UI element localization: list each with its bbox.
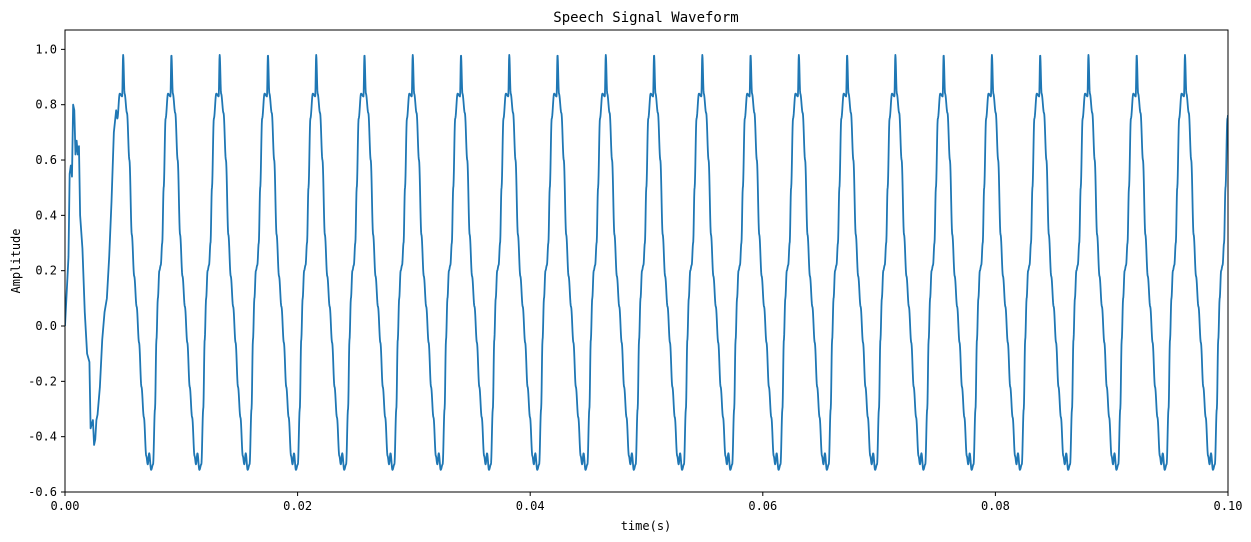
y-tick-label: 0.0: [35, 319, 57, 333]
y-tick-label: 0.4: [35, 208, 57, 222]
chart-title: Speech Signal Waveform: [553, 10, 738, 26]
x-tick-label: 0.02: [283, 499, 312, 513]
y-tick-label: 1.0: [35, 42, 57, 56]
x-axis-ticks: 0.00 0.02 0.04 0.06 0.08 0.10: [51, 492, 1243, 513]
x-tick-label: 0.10: [1214, 499, 1243, 513]
y-axis-ticks: -0.6 -0.4 -0.2 0.0 0.2 0.4 0.6 0.8 1.0: [28, 42, 65, 499]
y-tick-label: -0.4: [28, 430, 57, 444]
plot-frame-border: [64, 29, 1229, 493]
x-tick-label: 0.06: [748, 499, 777, 513]
series-group: [65, 54, 1228, 471]
y-tick-label: 0.2: [35, 264, 57, 278]
plot-area: [65, 30, 1228, 492]
x-tick-label: 0.00: [51, 499, 80, 513]
y-tick-label: 0.8: [35, 98, 57, 112]
x-tick-label: 0.08: [981, 499, 1010, 513]
y-tick-label: -0.2: [28, 374, 57, 388]
series-line-speech: [65, 54, 1228, 471]
y-tick-label: -0.6: [28, 485, 57, 499]
x-tick-label: 0.04: [516, 499, 545, 513]
y-tick-label: 0.6: [35, 153, 57, 167]
x-axis-label: time(s): [621, 519, 672, 533]
y-axis-label: Amplitude: [9, 228, 23, 293]
